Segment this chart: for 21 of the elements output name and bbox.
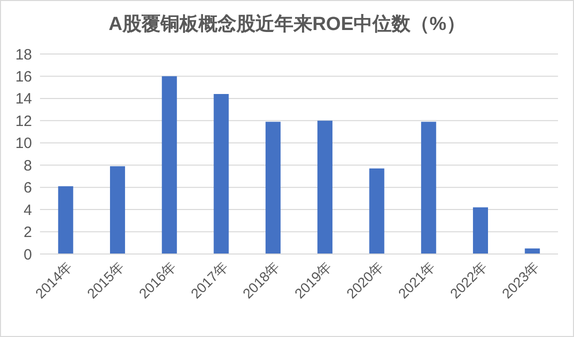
- bar: [524, 248, 540, 254]
- y-tick-label: 16: [15, 68, 32, 86]
- bar: [421, 122, 436, 254]
- y-tick-label: 6: [24, 180, 32, 197]
- bar: [369, 168, 384, 254]
- bar: [162, 76, 177, 254]
- y-tick-label: 2: [24, 224, 32, 242]
- bar: [472, 207, 488, 254]
- y-tick-label: 4: [24, 202, 32, 219]
- bar: [266, 122, 281, 254]
- y-tick-label: 10: [15, 135, 32, 152]
- y-tick-label: 14: [15, 90, 32, 108]
- y-tick-label: 8: [24, 157, 32, 174]
- bar: [317, 120, 332, 254]
- y-tick-label: 0: [24, 246, 32, 264]
- bar: [110, 166, 126, 254]
- chart-title: A股覆铜板概念股近年来ROE中位数（%）: [108, 13, 466, 35]
- bar: [214, 94, 229, 254]
- bar: [58, 186, 74, 254]
- y-tick-label: 12: [15, 112, 32, 130]
- y-tick-label: 18: [15, 46, 32, 64]
